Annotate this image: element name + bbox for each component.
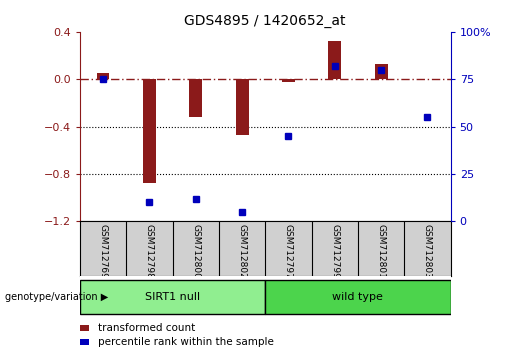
Text: GSM712769: GSM712769	[98, 224, 108, 279]
Bar	[374, 64, 388, 79]
Text: wild type: wild type	[333, 291, 383, 302]
Text: SIRT1 null: SIRT1 null	[145, 291, 200, 302]
Title: GDS4895 / 1420652_at: GDS4895 / 1420652_at	[184, 14, 346, 28]
Text: GSM712798: GSM712798	[145, 224, 154, 279]
Bar	[282, 79, 295, 81]
Text: GSM712803: GSM712803	[423, 224, 432, 279]
Bar	[235, 79, 249, 135]
Text: GSM712799: GSM712799	[330, 224, 339, 279]
Text: transformed count: transformed count	[98, 323, 195, 333]
Bar	[143, 79, 156, 183]
Text: percentile rank within the sample: percentile rank within the sample	[98, 337, 274, 347]
Bar	[189, 79, 202, 117]
Bar	[328, 41, 341, 79]
Text: GSM712801: GSM712801	[376, 224, 386, 279]
Bar	[96, 73, 110, 79]
Text: genotype/variation ▶: genotype/variation ▶	[5, 291, 108, 302]
Text: GSM712802: GSM712802	[237, 224, 247, 279]
Text: GSM712800: GSM712800	[191, 224, 200, 279]
Text: GSM712797: GSM712797	[284, 224, 293, 279]
FancyBboxPatch shape	[265, 280, 451, 314]
FancyBboxPatch shape	[80, 280, 265, 314]
